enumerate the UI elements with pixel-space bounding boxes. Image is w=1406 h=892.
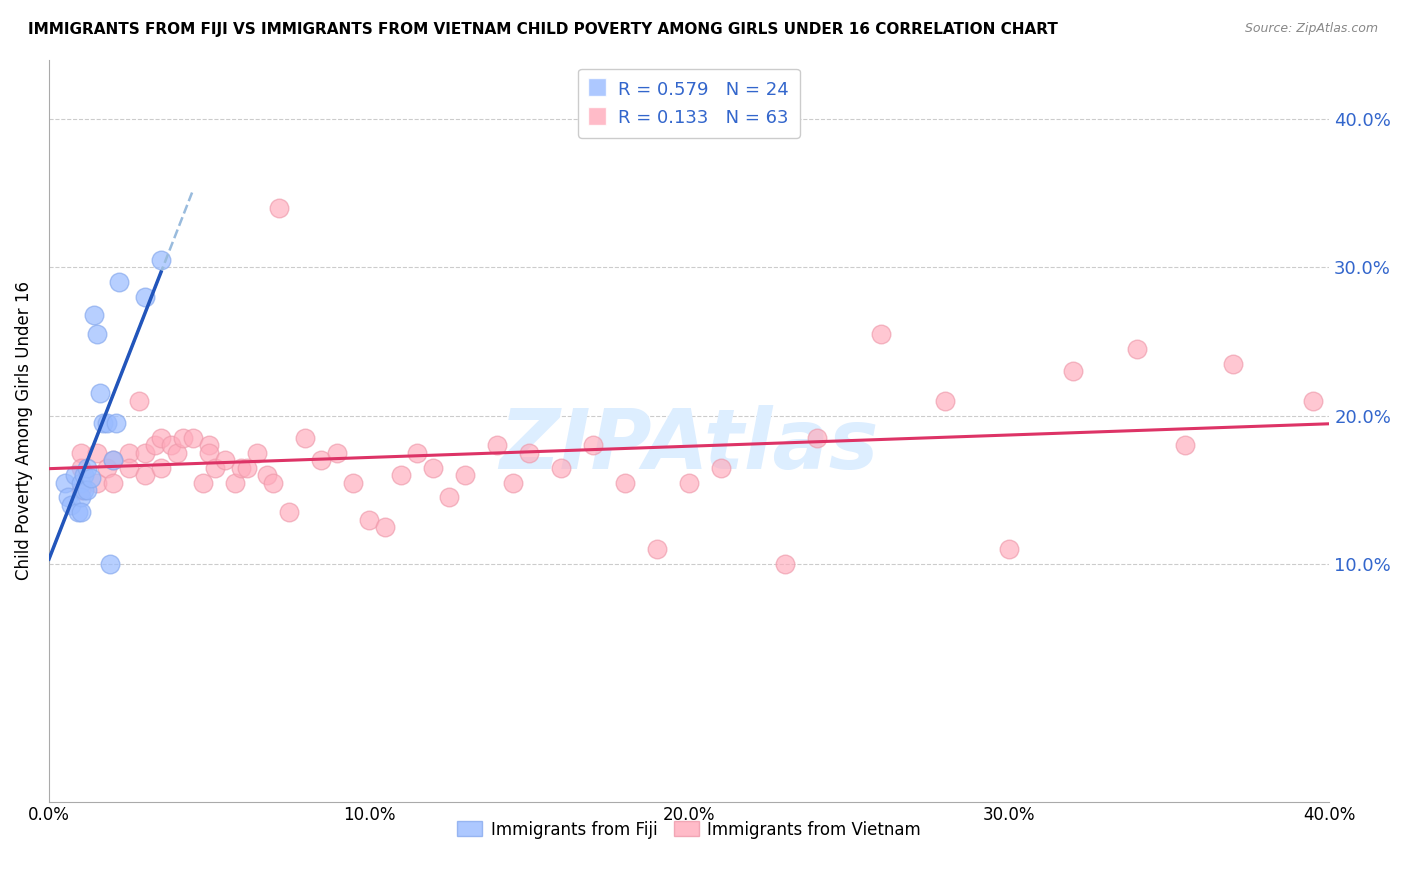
Point (134, 468, 156, 483)
Point (159, 438, 181, 452)
Point (454, 468, 477, 483)
Point (143, 438, 166, 452)
Point (181, 431, 204, 445)
Point (294, 431, 316, 445)
Point (134, 446, 156, 460)
Point (710, 460, 733, 475)
Point (118, 446, 141, 460)
Text: ZIPAtlas: ZIPAtlas (499, 405, 879, 486)
Point (101, 453, 124, 467)
Point (934, 393, 956, 408)
Point (214, 453, 236, 467)
Point (224, 475, 246, 490)
Point (76, 483, 98, 497)
Point (582, 438, 605, 452)
Point (870, 327, 893, 342)
Point (86, 327, 108, 342)
Point (1174, 438, 1197, 452)
Point (101, 453, 124, 467)
Point (70, 460, 93, 475)
Point (166, 446, 188, 460)
Point (1062, 364, 1084, 378)
Point (118, 460, 141, 475)
Point (1222, 357, 1244, 371)
Point (134, 290, 156, 304)
Point (229, 460, 252, 475)
Point (342, 475, 364, 490)
Point (150, 431, 173, 445)
Point (70, 446, 93, 460)
Point (96, 460, 118, 475)
Point (98, 557, 121, 571)
Point (1302, 393, 1324, 408)
Point (172, 431, 194, 445)
Point (105, 416, 128, 430)
Point (550, 460, 572, 475)
Point (56, 491, 79, 505)
Point (53, 475, 76, 490)
Point (66, 505, 89, 519)
Point (422, 460, 444, 475)
Point (406, 446, 429, 460)
Point (326, 446, 349, 460)
Point (60, 498, 83, 512)
Point (374, 520, 396, 534)
Point (89, 386, 111, 401)
Text: Source: ZipAtlas.com: Source: ZipAtlas.com (1244, 22, 1378, 36)
Point (278, 505, 301, 519)
Point (150, 252, 173, 267)
Point (86, 475, 108, 490)
Point (357, 513, 380, 527)
Point (246, 446, 269, 460)
Point (486, 438, 509, 452)
Point (96, 416, 118, 430)
Y-axis label: Child Poverty Among Girls Under 16: Child Poverty Among Girls Under 16 (15, 281, 32, 580)
Point (150, 460, 173, 475)
Point (191, 475, 214, 490)
Point (806, 431, 828, 445)
Point (198, 446, 221, 460)
Point (262, 475, 284, 490)
Point (70, 505, 93, 519)
Point (198, 438, 221, 452)
Point (309, 453, 332, 467)
Point (269, 201, 291, 215)
Point (70, 475, 93, 490)
Point (645, 542, 668, 557)
Point (998, 542, 1021, 557)
Point (86, 446, 108, 460)
Point (437, 491, 460, 505)
Point (73, 483, 96, 497)
Point (517, 446, 540, 460)
Point (70, 491, 93, 505)
Point (70, 483, 93, 497)
Point (236, 460, 259, 475)
Point (204, 460, 226, 475)
Point (502, 475, 524, 490)
Point (76, 460, 98, 475)
Point (678, 475, 700, 490)
Point (108, 275, 131, 289)
Point (101, 475, 124, 490)
Point (1126, 342, 1149, 356)
Point (63, 468, 86, 483)
Point (93, 416, 115, 430)
Point (83, 308, 105, 322)
Text: IMMIGRANTS FROM FIJI VS IMMIGRANTS FROM VIETNAM CHILD POVERTY AMONG GIRLS UNDER : IMMIGRANTS FROM FIJI VS IMMIGRANTS FROM … (28, 22, 1057, 37)
Point (773, 557, 796, 571)
Point (128, 393, 150, 408)
Point (256, 468, 278, 483)
Point (79, 471, 101, 485)
Point (73, 468, 96, 483)
Legend: Immigrants from Fiji, Immigrants from Vietnam: Immigrants from Fiji, Immigrants from Vi… (450, 814, 928, 846)
Point (389, 468, 412, 483)
Point (614, 475, 637, 490)
